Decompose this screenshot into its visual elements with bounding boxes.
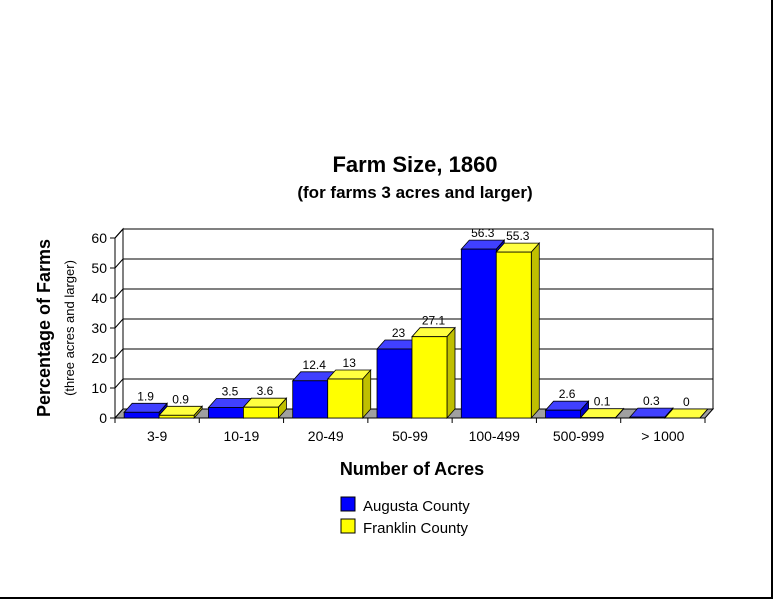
bar (376, 348, 413, 419)
data-label: 0 (683, 395, 690, 409)
legend-swatch-franklin (340, 518, 356, 534)
y-tick-label: 30 (91, 320, 107, 336)
data-labels: 1.9 0.9 3.5 3.6 12.4 13 23 27.1 56.3 55.3 2.6 0.1 0.… (137, 226, 690, 409)
x-axis: 3-9 10-19 20-49 50-99 100-499 500-999 > 1000 (114, 418, 706, 444)
data-label: 0.1 (594, 395, 611, 409)
data-label: 23 (392, 326, 406, 340)
y-tick-label: 10 (91, 380, 107, 396)
legend-label-augusta: Augusta County (363, 498, 470, 515)
x-tick-label: 500-999 (553, 428, 605, 444)
y-axis-title: Percentage of Farms (34, 239, 54, 417)
x-tick-label: 100-499 (469, 428, 521, 444)
y-tick-label: 50 (91, 260, 107, 276)
legend-swatch-augusta (340, 496, 356, 512)
bar (292, 380, 329, 419)
legend-label-franklin: Franklin County (363, 520, 469, 537)
y-tick-label: 0 (99, 410, 107, 426)
data-label: 2.6 (559, 387, 576, 401)
chart-title: Farm Size, 1860 (332, 152, 497, 177)
bar (123, 411, 160, 419)
grid-line-side (114, 288, 124, 299)
grid-line-side (114, 258, 124, 269)
bar (460, 248, 497, 419)
legend: Augusta County Franklin County (340, 496, 470, 537)
bar-side (699, 408, 709, 419)
data-label: 56.3 (471, 226, 495, 240)
y-tick-label: 60 (91, 230, 107, 246)
x-axis-title: Number of Acres (340, 459, 484, 479)
data-label: 1.9 (137, 389, 154, 403)
bar-side (446, 326, 456, 420)
bar (243, 406, 279, 419)
data-label: 13 (343, 356, 357, 370)
data-label: 12.4 (303, 358, 327, 372)
bar (629, 416, 666, 419)
y-tick-label: 40 (91, 290, 107, 306)
x-tick-label: 3-9 (147, 428, 167, 444)
bar (411, 336, 448, 419)
y-axis-subtitle: (three acres and larger) (62, 260, 77, 396)
grid-line-side (114, 228, 124, 239)
grid-line-side (114, 378, 124, 389)
y-tick-label: 20 (91, 350, 107, 366)
grid-line-side (114, 348, 124, 359)
data-label: 0.3 (643, 394, 660, 408)
data-label: 3.5 (222, 385, 239, 399)
chart-subtitle: (for farms 3 acres and larger) (297, 183, 532, 202)
bars (123, 239, 709, 420)
data-label: 3.6 (257, 384, 274, 398)
bar-side (530, 242, 540, 420)
bar-side (362, 368, 372, 420)
data-label: 0.9 (172, 392, 189, 406)
y-axis: 0 10 20 30 40 50 60 (91, 230, 116, 426)
x-tick-label: 10-19 (224, 428, 260, 444)
data-label: 27.1 (422, 314, 446, 328)
grid-line-side (114, 318, 124, 329)
x-tick-label: 20-49 (308, 428, 344, 444)
bar (158, 414, 195, 419)
x-tick-label: > 1000 (641, 428, 684, 444)
bar (208, 407, 244, 419)
x-tick-label: 50-99 (392, 428, 428, 444)
bar (327, 378, 364, 419)
data-label: 55.3 (506, 229, 530, 243)
bar (545, 409, 581, 419)
bar (495, 251, 532, 419)
